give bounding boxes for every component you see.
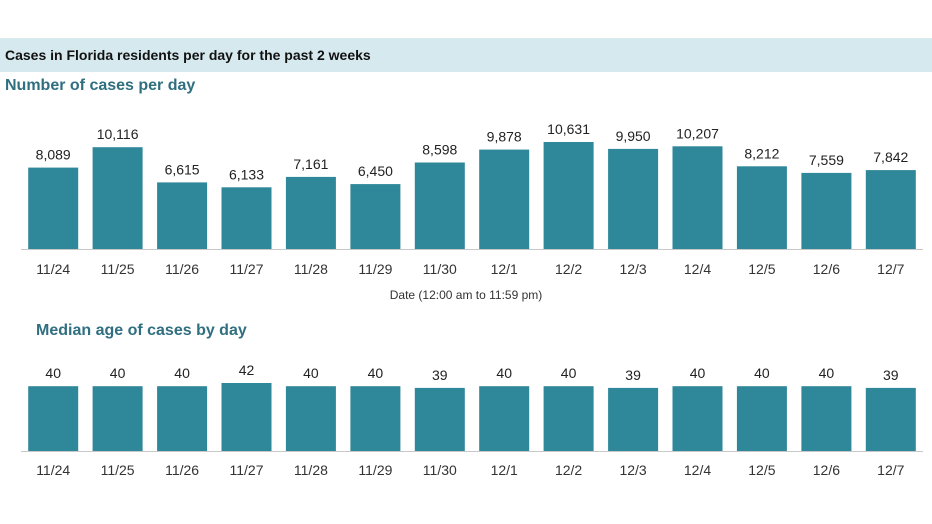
median-age-x-tick-label: 11/25 (101, 462, 135, 478)
median-age-bar-11-24 (28, 386, 79, 451)
median-age-x-tick-label: 12/3 (619, 462, 646, 478)
median-age-bar-12-4 (672, 386, 723, 451)
cases-chart-x-axis-label: Date (12:00 am to 11:59 pm) (389, 288, 543, 302)
median-age-bar-11-27 (221, 383, 272, 451)
cases-value-label: 6,133 (229, 166, 264, 182)
median-age-bar-12-3 (608, 387, 659, 451)
cases-chart-title: Number of cases per day (5, 77, 196, 94)
median-age-value-label: 39 (625, 367, 641, 383)
cases-x-tick-label: 12/6 (813, 261, 840, 277)
cases-x-tick-label: 12/5 (748, 261, 775, 277)
cases-x-tick-label: 12/1 (491, 261, 518, 277)
page-title: Cases in Florida residents per day for t… (5, 47, 371, 63)
median-age-bar-12-6 (801, 386, 852, 451)
cases-bar-11-26 (157, 182, 208, 249)
cases-value-label: 8,089 (36, 147, 71, 163)
cases-value-label: 7,161 (293, 156, 328, 172)
cases-x-tick-label: 12/4 (684, 261, 711, 277)
median-age-bar-12-7 (865, 387, 916, 451)
median-age-value-label: 40 (754, 365, 770, 381)
cases-x-tick-label: 11/30 (423, 261, 457, 277)
median-age-value-label: 42 (239, 362, 255, 378)
cases-bar-11-27 (221, 187, 272, 249)
cases-x-tick-label: 12/7 (877, 261, 904, 277)
cases-bar-11-25 (92, 147, 143, 249)
cases-bar-11-24 (28, 167, 79, 249)
median-age-value-label: 40 (819, 365, 835, 381)
median-age-bar-11-29 (350, 386, 401, 451)
median-age-x-tick-label: 11/26 (165, 462, 199, 478)
cases-x-tick-label: 12/3 (619, 261, 646, 277)
median-age-value-label: 40 (690, 365, 706, 381)
median-age-value-label: 40 (110, 365, 126, 381)
median-age-x-tick-label: 12/2 (555, 462, 582, 478)
cases-bar-12-5 (736, 166, 787, 249)
median-age-x-tick-label: 12/7 (877, 462, 904, 478)
cases-bar-12-2 (543, 142, 594, 249)
cases-value-label: 8,212 (744, 145, 779, 161)
median-age-value-label: 40 (174, 365, 190, 381)
median-age-bar-11-28 (285, 386, 336, 451)
cases-bar-12-4 (672, 146, 723, 249)
median-age-value-label: 40 (303, 365, 319, 381)
cases-x-tick-label: 12/2 (555, 261, 582, 277)
median-age-x-tick-label: 11/29 (358, 462, 392, 478)
cases-bar-12-6 (801, 172, 852, 249)
cases-bar-11-28 (285, 176, 336, 249)
median-age-bar-12-5 (736, 386, 787, 451)
median-age-x-tick-label: 11/27 (230, 462, 264, 478)
median-age-value-label: 39 (432, 367, 448, 383)
median-age-chart-title: Median age of cases by day (36, 322, 247, 339)
cases-value-label: 10,207 (676, 125, 719, 141)
cases-bar-12-1 (479, 149, 530, 249)
median-age-x-tick-label: 11/30 (423, 462, 457, 478)
cases-value-label: 7,842 (873, 149, 908, 165)
cases-value-label: 10,631 (547, 121, 590, 137)
median-age-x-tick-label: 11/24 (36, 462, 70, 478)
median-age-value-label: 40 (561, 365, 577, 381)
cases-x-tick-label: 11/29 (358, 261, 392, 277)
cases-bar-11-30 (414, 162, 465, 249)
cases-bar-12-7 (865, 170, 916, 249)
cases-value-label: 9,878 (487, 129, 522, 145)
median-age-bar-12-1 (479, 386, 530, 451)
median-age-value-label: 40 (496, 365, 512, 381)
median-age-x-tick-label: 12/1 (491, 462, 518, 478)
median-age-x-tick-label: 12/4 (684, 462, 711, 478)
median-age-x-tick-label: 12/6 (813, 462, 840, 478)
median-age-x-tick-label: 12/5 (748, 462, 775, 478)
cases-value-label: 7,559 (809, 152, 844, 168)
median-age-bar-11-25 (92, 386, 143, 451)
cases-bar-12-3 (608, 148, 659, 249)
cases-bar-11-29 (350, 184, 401, 249)
median-age-bar-11-30 (414, 387, 465, 451)
median-age-bar-11-26 (157, 386, 208, 451)
cases-x-tick-label: 11/28 (294, 261, 328, 277)
median-age-x-tick-label: 11/28 (294, 462, 328, 478)
cases-value-label: 6,615 (165, 161, 200, 177)
median-age-value-label: 40 (45, 365, 61, 381)
cases-x-tick-label: 11/25 (101, 261, 135, 277)
median-age-value-label: 40 (368, 365, 384, 381)
cases-x-tick-label: 11/27 (230, 261, 264, 277)
cases-x-tick-label: 11/26 (165, 261, 199, 277)
cases-value-label: 8,598 (422, 142, 457, 158)
cases-value-label: 10,116 (97, 126, 139, 142)
header-band (0, 38, 932, 72)
cases-value-label: 6,450 (358, 163, 393, 179)
median-age-value-label: 39 (883, 367, 899, 383)
median-age-bar-12-2 (543, 386, 594, 451)
cases-x-tick-label: 11/24 (36, 261, 70, 277)
cases-value-label: 9,950 (616, 128, 651, 144)
